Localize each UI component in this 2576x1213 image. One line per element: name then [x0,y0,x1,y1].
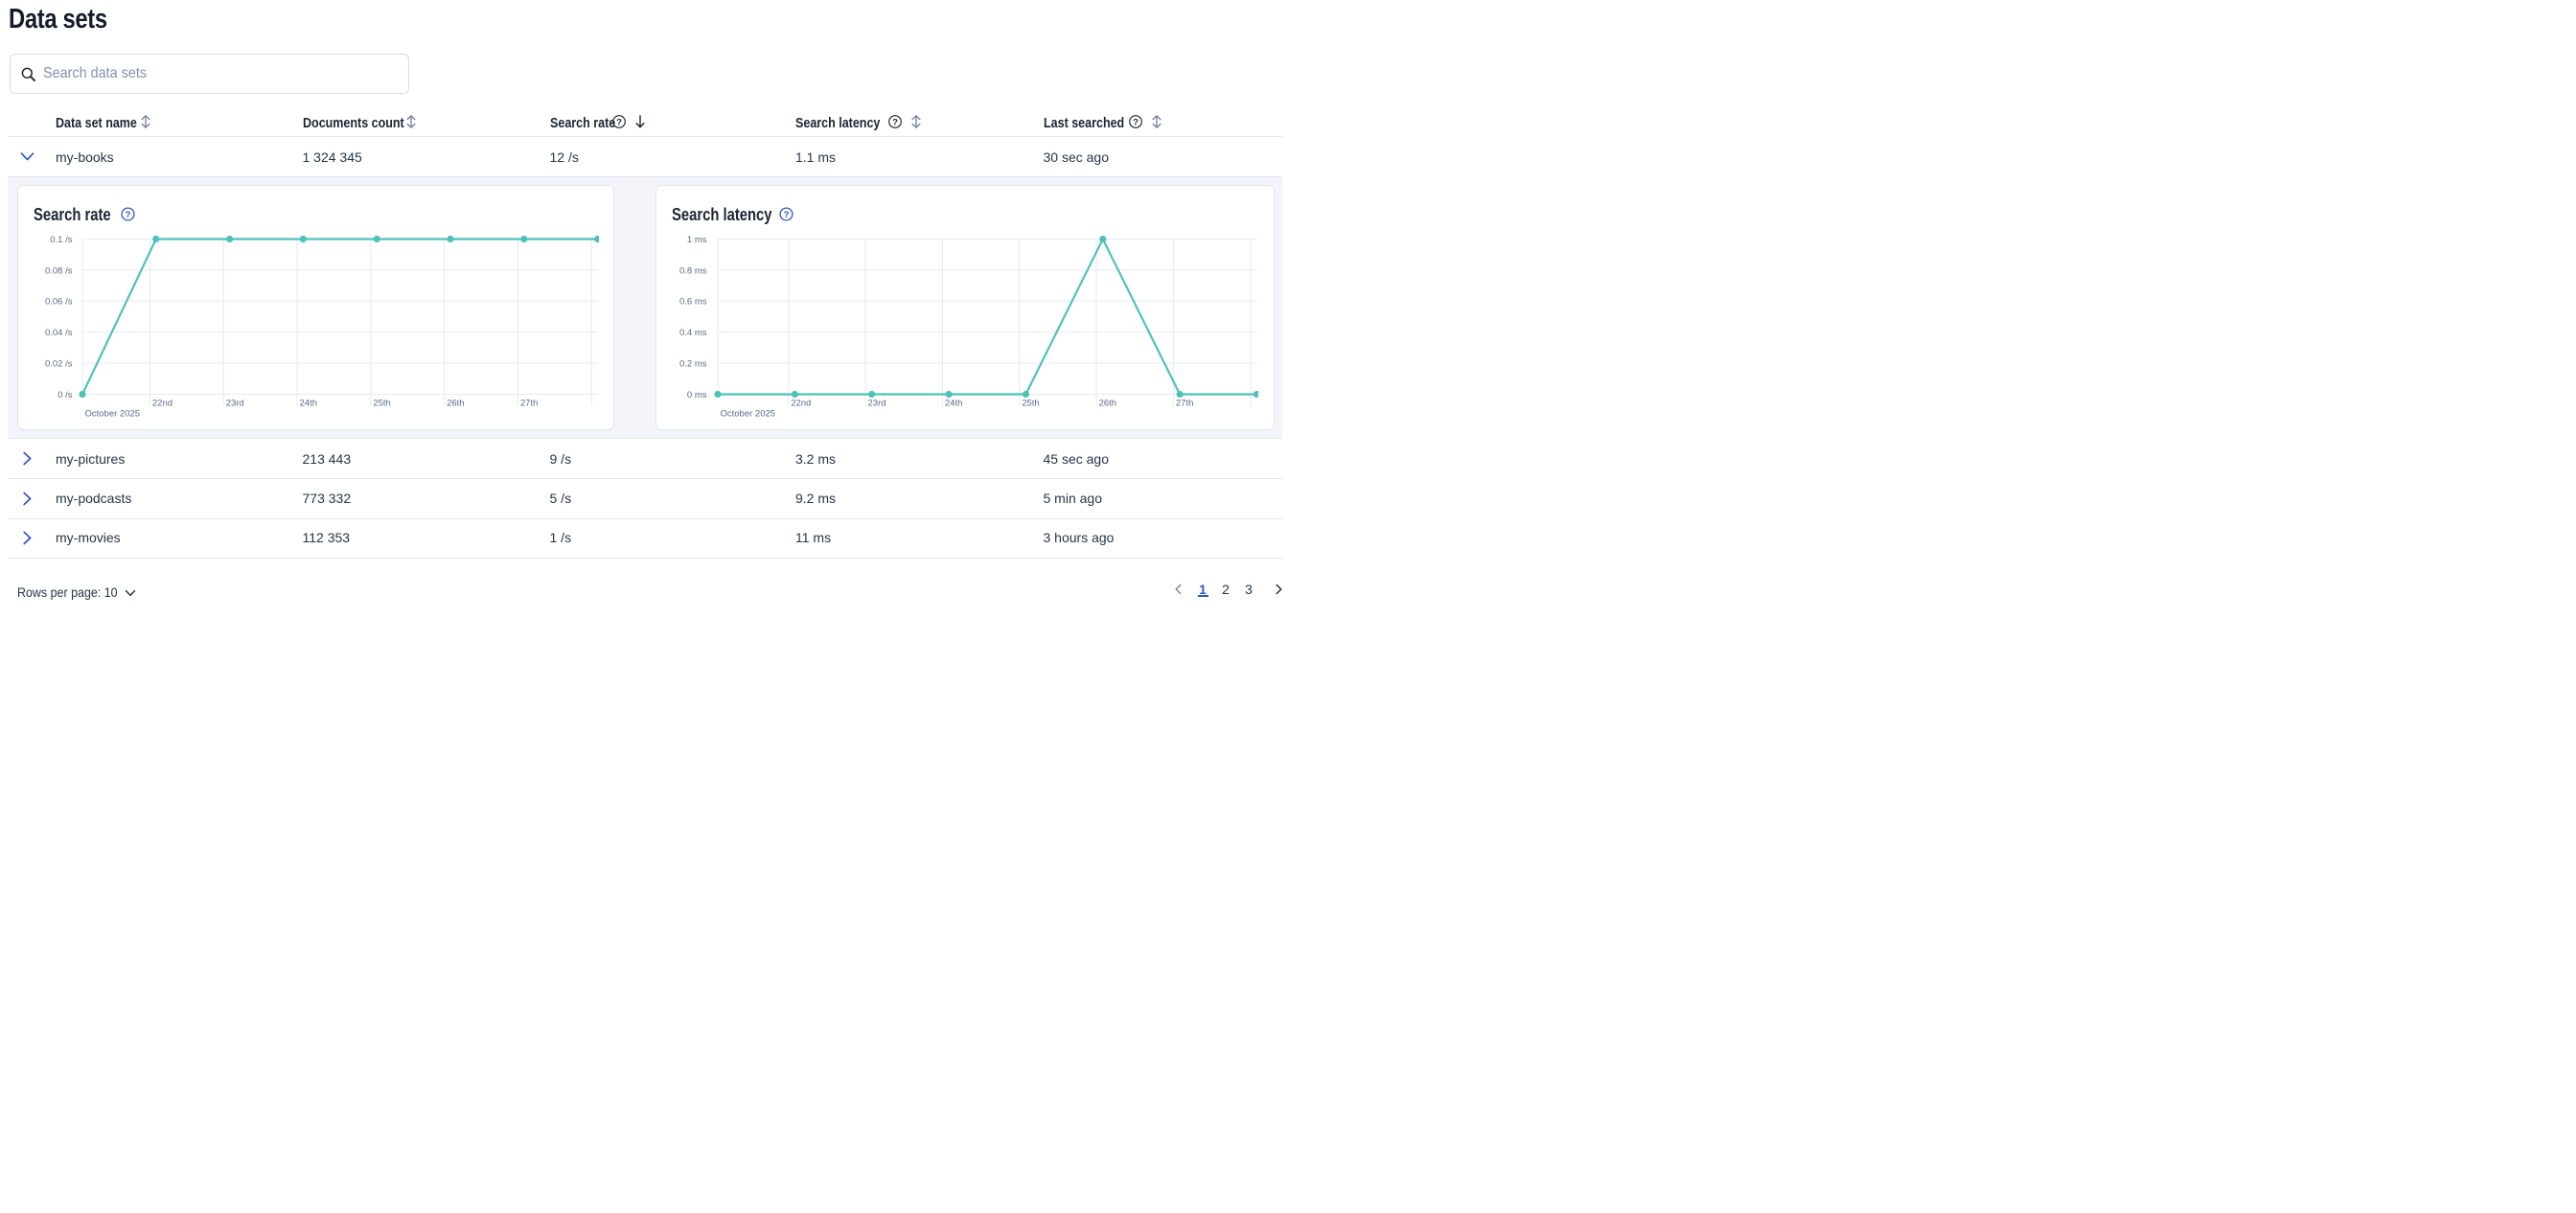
svg-text:0.1 /s: 0.1 /s [50,235,72,245]
svg-text:22nd: 22nd [791,399,811,409]
svg-text:?: ? [126,210,131,220]
svg-text:0.6 ms: 0.6 ms [678,297,706,308]
svg-text:October 2025: October 2025 [720,409,775,420]
svg-text:27th: 27th [519,399,538,409]
svg-text:October 2025: October 2025 [84,409,140,420]
svg-text:25th: 25th [1022,399,1040,409]
svg-text:26th: 26th [447,399,465,409]
svg-text:0.4 ms: 0.4 ms [678,328,706,338]
svg-text:25th: 25th [373,399,391,409]
svg-text:0.08 /s: 0.08 /s [44,265,72,276]
svg-text:0.02 /s: 0.02 /s [44,359,72,370]
svg-text:0.06 /s: 0.06 /s [44,297,72,308]
svg-text:22nd: 22nd [151,399,172,409]
svg-text:24th: 24th [299,399,317,409]
svg-text:26th: 26th [1098,399,1116,409]
svg-text:27th: 27th [1175,399,1193,409]
svg-text:0.04 /s: 0.04 /s [44,328,72,338]
svg-text:0 /s: 0 /s [58,390,73,401]
svg-text:0.8 ms: 0.8 ms [678,265,706,276]
svg-text:?: ? [783,210,789,220]
svg-text:23rd: 23rd [225,399,243,409]
svg-text:24th: 24th [944,399,962,409]
svg-text:0 ms: 0 ms [686,390,706,401]
svg-text:0.2 ms: 0.2 ms [678,359,706,370]
svg-text:1 ms: 1 ms [686,235,706,245]
svg-text:23rd: 23rd [867,399,886,409]
